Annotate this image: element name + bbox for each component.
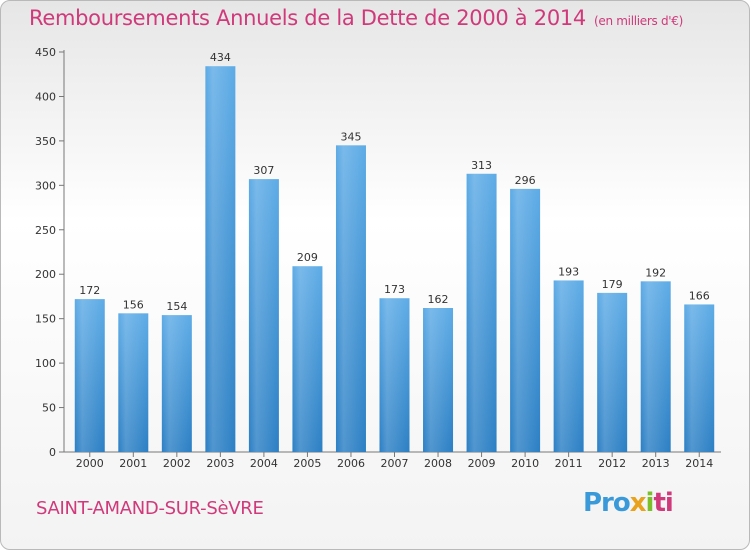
x-tick-label: 2006 bbox=[337, 457, 365, 470]
y-tick-label: 150 bbox=[35, 313, 56, 326]
chart-unit-note: (en milliers d'€) bbox=[594, 14, 684, 28]
x-tick-label: 2013 bbox=[642, 457, 670, 470]
bar-shine bbox=[248, 179, 279, 452]
x-tick-label: 2007 bbox=[381, 457, 409, 470]
bar-shine bbox=[161, 315, 192, 452]
bar-shine bbox=[379, 298, 410, 452]
bar-shine bbox=[74, 299, 105, 452]
bar-shine bbox=[205, 66, 236, 452]
x-tick-label: 2010 bbox=[511, 457, 539, 470]
x-tick-label: 2001 bbox=[119, 457, 147, 470]
logo-part-2: x bbox=[629, 488, 647, 518]
y-tick-label: 50 bbox=[42, 402, 56, 415]
x-tick-label: 2004 bbox=[250, 457, 278, 470]
y-tick-label: 400 bbox=[35, 90, 56, 103]
bar-shine bbox=[118, 313, 149, 452]
bar-shine bbox=[510, 188, 541, 452]
y-tick-label: 350 bbox=[35, 135, 56, 148]
bar-value-label: 162 bbox=[428, 293, 449, 306]
proxiti-logo: Proxiti bbox=[583, 488, 674, 518]
bar-shine bbox=[292, 266, 323, 452]
bar-value-label: 173 bbox=[384, 283, 405, 296]
x-tick-label: 2011 bbox=[555, 457, 583, 470]
bar-shine bbox=[466, 173, 497, 452]
bar-value-label: 296 bbox=[515, 174, 536, 187]
bar-value-label: 179 bbox=[602, 278, 623, 291]
x-tick-label: 2012 bbox=[598, 457, 626, 470]
y-tick-label: 450 bbox=[35, 46, 56, 59]
x-tick-label: 2008 bbox=[424, 457, 452, 470]
logo-part-3: i bbox=[645, 488, 655, 518]
y-tick-label: 100 bbox=[35, 357, 56, 370]
x-tick-label: 2014 bbox=[685, 457, 713, 470]
x-tick-label: 2003 bbox=[206, 457, 234, 470]
bar-value-label: 434 bbox=[210, 51, 231, 64]
bar-value-label: 156 bbox=[123, 298, 144, 311]
bar-shine bbox=[597, 292, 628, 452]
bar-value-label: 209 bbox=[297, 251, 318, 264]
bar-value-label: 166 bbox=[689, 289, 710, 302]
bar-value-label: 154 bbox=[166, 300, 187, 313]
bar-shine bbox=[335, 145, 366, 453]
chart-title: Remboursements Annuels de la Dette de 20… bbox=[29, 6, 683, 30]
logo-part-4: ti bbox=[653, 488, 673, 518]
town-name: SAINT-AMAND-SUR-SèVRE bbox=[36, 498, 264, 519]
bar-shine bbox=[423, 308, 454, 452]
bar-value-label: 313 bbox=[471, 159, 492, 172]
bar-shine bbox=[640, 281, 671, 452]
bar-value-label: 193 bbox=[558, 265, 579, 278]
bar-shine bbox=[553, 280, 584, 452]
bar-value-label: 307 bbox=[253, 164, 274, 177]
x-tick-label: 2009 bbox=[468, 457, 496, 470]
bar-value-label: 192 bbox=[645, 266, 666, 279]
bar-shine bbox=[684, 304, 715, 452]
x-tick-label: 2002 bbox=[163, 457, 191, 470]
bar-value-label: 345 bbox=[340, 130, 361, 143]
bar-value-label: 172 bbox=[79, 284, 100, 297]
y-tick-label: 0 bbox=[49, 446, 56, 459]
y-tick-label: 250 bbox=[35, 224, 56, 237]
y-tick-label: 300 bbox=[35, 179, 56, 192]
logo-part-1: Pro bbox=[583, 488, 631, 518]
x-tick-label: 2005 bbox=[293, 457, 321, 470]
y-tick-label: 200 bbox=[35, 268, 56, 281]
x-tick-label: 2000 bbox=[76, 457, 104, 470]
chart-title-text: Remboursements Annuels de la Dette de 20… bbox=[29, 6, 586, 30]
